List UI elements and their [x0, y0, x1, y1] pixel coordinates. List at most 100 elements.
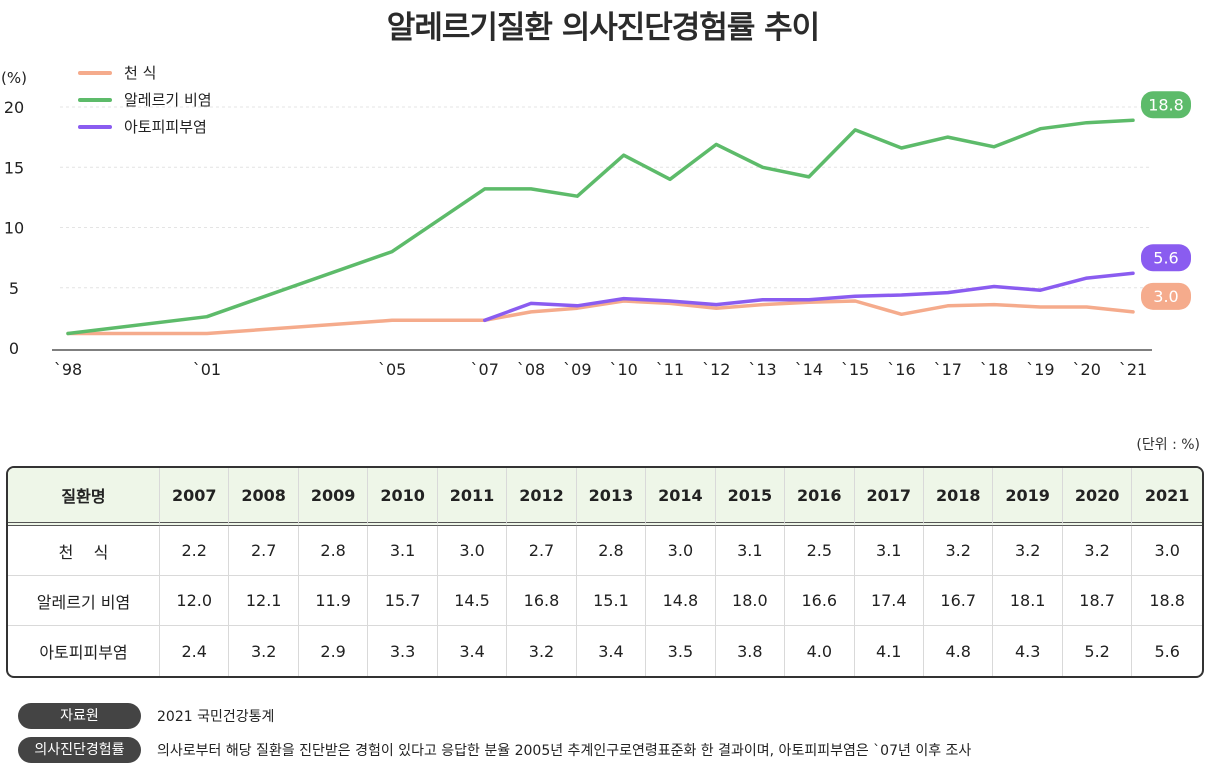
- x-tick-label: `10: [609, 360, 637, 379]
- table-cell: 3.5: [646, 626, 716, 676]
- table-cell: 18.0: [715, 576, 786, 626]
- year-header: 2021: [1132, 468, 1202, 526]
- table-cell: 2.4: [160, 626, 230, 676]
- table-cell: 3.2: [923, 526, 994, 576]
- end-label-value: 3.0: [1153, 287, 1178, 306]
- year-header: 2011: [437, 468, 508, 526]
- table-cell: 3.1: [854, 526, 924, 576]
- year-header: 2017: [854, 468, 924, 526]
- x-tick-label: `14: [795, 360, 823, 379]
- year-header: 2018: [923, 468, 994, 526]
- table-cell: 4.0: [785, 626, 855, 676]
- table-cell: 2.7: [229, 526, 299, 576]
- table-cell: 2.9: [299, 626, 369, 676]
- chart-grid: [60, 106, 1150, 289]
- end-label-value: 18.8: [1148, 95, 1184, 114]
- table-cell: 3.3: [368, 626, 438, 676]
- table-cell: 3.4: [438, 626, 508, 676]
- table-cell: 3.4: [577, 626, 647, 676]
- x-tick-label: `17: [934, 360, 962, 379]
- y-axis: 0 5 10 15 20 (%): [1, 69, 27, 358]
- table-cell: 3.2: [993, 526, 1063, 576]
- footnote-text: 의사로부터 해당 질환을 진단받은 경험이 있다고 응답한 분율 2005년 추…: [157, 743, 972, 759]
- x-axis: `98 `01 `05 `07 `08 `09 `10 `11 `12 `13 `14 `15 `16 `…: [52, 349, 1152, 379]
- x-tick-label: `19: [1026, 360, 1054, 379]
- corner-header: 질환명: [8, 468, 160, 526]
- x-tick-label: `08: [517, 360, 545, 379]
- table-cell: 17.4: [854, 576, 924, 626]
- legend-label: 알레르기 비염: [124, 91, 212, 109]
- table-cell: 12.0: [160, 576, 230, 626]
- table-row: 아토피피부염 2.4 3.2 2.9 3.3 3.4 3.2 3.4 3.5 3.8 4.0 4.1 4…: [8, 626, 1202, 676]
- year-header: 2013: [576, 468, 647, 526]
- footnote-definition: 의사진단경험률 의사로부터 해당 질환을 진단받은 경험이 있다고 응답한 분율…: [18, 737, 971, 763]
- table-cell: 5.2: [1063, 626, 1133, 676]
- y-tick-label: 10: [4, 219, 24, 238]
- table-cell: 15.7: [368, 576, 438, 626]
- table-cell: 14.8: [646, 576, 716, 626]
- table-cell: 12.1: [229, 576, 299, 626]
- table-cell: 3.0: [437, 526, 508, 576]
- table-cell: 2.2: [160, 526, 230, 576]
- disease-name: 천 식: [8, 526, 160, 576]
- end-label: 3.0: [1141, 282, 1191, 310]
- end-label-value: 5.6: [1153, 248, 1178, 267]
- y-tick-label: 5: [9, 279, 19, 298]
- year-header: 2008: [229, 468, 299, 526]
- table-cell: 14.5: [437, 576, 508, 626]
- year-header: 2020: [1062, 468, 1133, 526]
- series-lines: [66, 118, 1135, 336]
- x-tick-label: `11: [656, 360, 684, 379]
- disease-name: 알레르기 비염: [8, 576, 160, 626]
- table-cell: 2.5: [785, 526, 855, 576]
- table-cell: 4.3: [993, 626, 1063, 676]
- year-header: 2019: [993, 468, 1063, 526]
- x-tick-label: `15: [841, 360, 869, 379]
- year-header: 2016: [785, 468, 855, 526]
- end-label: 5.6: [1141, 244, 1191, 272]
- table-cell: 3.0: [1132, 526, 1202, 576]
- table-cell: 4.8: [924, 626, 994, 676]
- x-tick-label: `13: [748, 360, 776, 379]
- x-tick-label: `05: [378, 360, 406, 379]
- end-label: 18.8: [1141, 91, 1191, 119]
- x-tick-label: `98: [54, 360, 82, 379]
- end-label-bg: [1141, 91, 1191, 119]
- legend-item: 천 식: [78, 64, 156, 82]
- table-cell: 2.7: [507, 526, 577, 576]
- table-row: 알레르기 비염 12.0 12.1 11.9 15.7 14.5 16.8 15.1 14.8 1…: [8, 576, 1202, 626]
- footnote-tag: 의사진단경험률: [18, 737, 141, 763]
- table-cell: 4.1: [855, 626, 924, 676]
- disease-name: 아토피피부염: [8, 626, 160, 676]
- year-header: 2012: [507, 468, 577, 526]
- x-tick-label: `09: [563, 360, 591, 379]
- end-labels: 3.0 18.8 5.6: [1141, 91, 1191, 310]
- table-cell: 3.2: [1062, 526, 1133, 576]
- footnote-source: 자료원 2021 국민건강통계: [18, 703, 274, 729]
- table-cell: 3.1: [368, 526, 438, 576]
- x-tick-label: `18: [980, 360, 1008, 379]
- table-cell: 18.8: [1132, 576, 1202, 626]
- y-axis-label: (%): [1, 69, 27, 87]
- x-tick-label: `07: [471, 360, 499, 379]
- table-cell: 2.8: [576, 526, 647, 576]
- table-cell: 3.8: [716, 626, 786, 676]
- end-label-bg: [1141, 282, 1191, 310]
- legend-label: 아토피피부염: [124, 118, 207, 136]
- legend-item: 아토피피부염: [78, 118, 207, 136]
- table-row: 천 식 2.2 2.7 2.8 3.1 3.0 2.7 2.8 3.0 3.1 2.5 3.1 3.2 3…: [8, 526, 1202, 576]
- y-tick-label: 0: [9, 339, 19, 358]
- end-label-bg: [1141, 244, 1191, 272]
- x-tick-label: `16: [887, 360, 915, 379]
- footnote-tag: 자료원: [18, 703, 141, 729]
- x-tick-label: `12: [702, 360, 730, 379]
- x-tick-label: `21: [1119, 360, 1147, 379]
- table-cell: 16.7: [923, 576, 994, 626]
- y-tick-label: 20: [4, 98, 24, 117]
- x-tick-label: `20: [1073, 360, 1101, 379]
- footnote-text: 2021 국민건강통계: [157, 709, 275, 725]
- x-tick-label: `01: [193, 360, 221, 379]
- table-cell: 15.1: [576, 576, 647, 626]
